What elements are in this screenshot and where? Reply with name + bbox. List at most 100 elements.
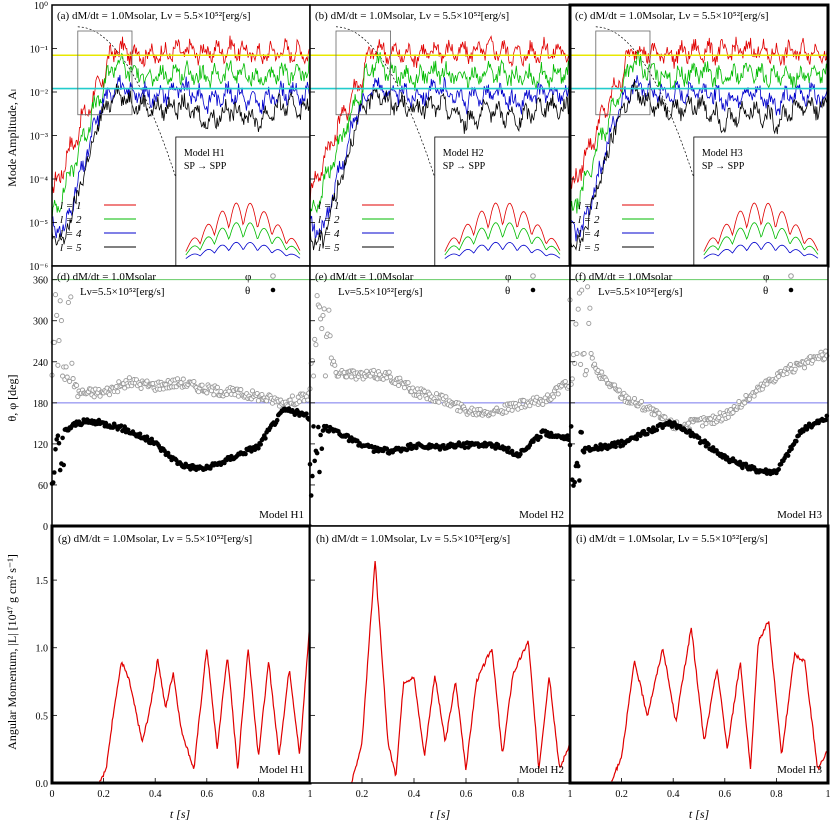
phi-point — [587, 305, 593, 311]
inset-oscillation-0 — [703, 202, 819, 252]
theta-point — [384, 446, 390, 452]
theta-point — [56, 440, 62, 446]
legend-phi-marker — [270, 273, 276, 279]
theta-point — [706, 442, 711, 447]
legend-theta-label: θ — [245, 285, 250, 297]
phi-point — [97, 393, 103, 399]
phi-point — [58, 318, 64, 324]
phi-point — [742, 400, 748, 406]
phi-point — [736, 398, 742, 405]
phi-point — [574, 350, 580, 356]
panel-h: (h) dM/dt = 1.0Msolar, Lν = 5.5×10⁵²[erg… — [309, 525, 573, 800]
panel-header-line1: (f) dM/dt = 1.0Msolar — [575, 271, 673, 283]
phi-point — [725, 414, 731, 420]
theta-point — [317, 469, 322, 475]
inset-oscillation-1 — [703, 222, 819, 256]
theta-point — [654, 427, 660, 433]
panel-frame — [568, 524, 830, 785]
legend-label-1: l = 2 — [60, 214, 82, 226]
phi-point — [457, 408, 463, 414]
theta-point — [256, 446, 261, 451]
theta-point — [243, 451, 248, 457]
theta-point — [188, 467, 193, 472]
phi-point — [509, 407, 515, 413]
theta-point — [174, 457, 179, 463]
phi-point — [396, 382, 402, 389]
phi-point — [405, 380, 411, 386]
theta-point — [518, 451, 523, 457]
theta-point — [311, 424, 316, 429]
ytick-label: 60 — [38, 481, 48, 492]
phi-point — [238, 387, 244, 393]
ytick-label: 300 — [33, 317, 48, 328]
phi-point — [174, 376, 181, 382]
theta-point — [54, 437, 59, 442]
phi-point — [703, 421, 709, 427]
phi-point — [764, 381, 770, 387]
series-line-l4 — [569, 75, 829, 242]
xtick-label: 0.6 — [201, 789, 214, 800]
theta-point — [696, 435, 702, 441]
phi-point — [443, 394, 449, 400]
legend-label-1: l = 2 — [318, 214, 340, 226]
legend-label-1: l = 2 — [578, 214, 600, 226]
theta-point — [538, 434, 543, 440]
phi-point — [344, 374, 350, 380]
xtick-label: 0.4 — [408, 789, 421, 800]
panel-header-line2: Lν=5.5×10⁵²[erg/s] — [598, 286, 683, 298]
xlabel-panel-i: t [s] — [689, 807, 710, 821]
legend-theta-label: θ — [505, 285, 510, 297]
xtick-label: 0.2 — [356, 789, 369, 800]
phi-point — [289, 393, 295, 399]
xtick-label: 0.4 — [149, 789, 162, 800]
panel-header: (c) dM/dt = 1.0Msolar, Lν = 5.5×10⁵²[erg… — [575, 10, 769, 22]
panel-header: (i) dM/dt = 1.0Msolar, Lν = 5.5×10⁵²[erg… — [576, 533, 768, 545]
phi-point — [387, 374, 393, 380]
phi-point — [321, 306, 327, 312]
theta-point — [52, 470, 57, 475]
legend-theta-label: θ — [763, 285, 768, 297]
series-line-l2 — [309, 52, 571, 219]
angular-momentum-row: (g) dM/dt = 1.0Msolar, Lν = 5.5×10⁵²[erg… — [36, 524, 831, 800]
phi-point — [55, 362, 61, 368]
phi-point — [319, 326, 325, 332]
theta-point — [462, 445, 468, 451]
phi-point — [616, 387, 622, 393]
phi-point — [316, 304, 323, 310]
phi-point — [751, 393, 757, 399]
theta-point — [509, 448, 515, 454]
ytick-label: 240 — [33, 358, 48, 369]
ylabel-angles: θ, φ [deg] — [5, 375, 19, 422]
theta-point — [577, 478, 582, 483]
panel-c: Model H3 SP → SPP l = 1 l = 2 l = 4 l = 5 (c) … — [568, 3, 830, 310]
angular-momentum-line — [98, 622, 311, 784]
inset-box — [434, 136, 571, 267]
plot-area — [52, 526, 310, 783]
legend-label-2: l = 4 — [318, 228, 340, 240]
phi-point — [68, 294, 74, 300]
panel-header-line1: (d) dM/dt = 1.0Msolar — [57, 271, 156, 283]
phi-point — [823, 348, 829, 354]
ytick-label: 0.5 — [36, 711, 49, 722]
phi-point — [204, 390, 210, 396]
legend-phi-marker — [788, 273, 794, 279]
legend-theta-marker — [270, 287, 276, 293]
theta-point — [737, 459, 743, 465]
legend-label-3: l = 5 — [318, 242, 340, 254]
phi-point — [592, 361, 598, 367]
phi-point — [386, 369, 392, 375]
phi-point — [401, 385, 408, 391]
phi-point — [249, 388, 256, 394]
inset-transition-label: SP → SPP — [443, 161, 486, 172]
phi-point — [56, 338, 62, 344]
phi-point — [572, 360, 578, 366]
theta-point — [493, 446, 498, 451]
legend-phi-label: φ — [505, 271, 511, 283]
phi-point — [801, 365, 808, 371]
phi-point — [743, 392, 749, 399]
theta-point — [414, 445, 419, 451]
phi-point — [259, 391, 265, 398]
series-line-l1 — [569, 36, 829, 204]
phi-point — [138, 385, 144, 391]
phi-point — [544, 392, 551, 398]
